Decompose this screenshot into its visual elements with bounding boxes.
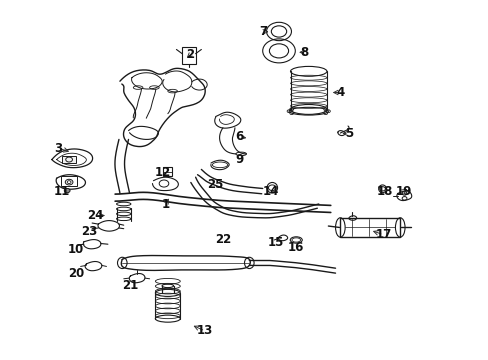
Bar [62,156,76,163]
Text: 21: 21 [122,279,138,292]
Text: 8: 8 [300,46,308,59]
Text: 10: 10 [67,243,84,256]
Text: 22: 22 [214,234,231,247]
Circle shape [64,189,70,193]
Text: 3: 3 [54,142,62,155]
Bar [340,218,399,237]
Text: 9: 9 [235,153,244,166]
Text: 12: 12 [155,166,171,179]
Bar [61,176,77,186]
Text: 2: 2 [186,48,194,61]
Text: 5: 5 [344,127,352,140]
Text: 11: 11 [53,185,69,198]
Text: 20: 20 [67,267,84,280]
Bar [182,47,195,64]
Text: 1: 1 [161,198,169,211]
Text: 19: 19 [395,185,411,198]
Text: 14: 14 [262,185,279,198]
Text: 7: 7 [259,25,267,38]
Text: 6: 6 [235,130,244,143]
Text: 23: 23 [81,225,97,238]
Text: 16: 16 [287,241,304,254]
Text: 25: 25 [207,178,224,191]
Text: 24: 24 [86,210,103,222]
Bar [163,167,171,176]
Text: 4: 4 [336,86,344,99]
Text: 15: 15 [267,236,284,249]
Text: 17: 17 [375,228,391,241]
Text: 18: 18 [375,185,392,198]
Text: 13: 13 [197,324,213,337]
